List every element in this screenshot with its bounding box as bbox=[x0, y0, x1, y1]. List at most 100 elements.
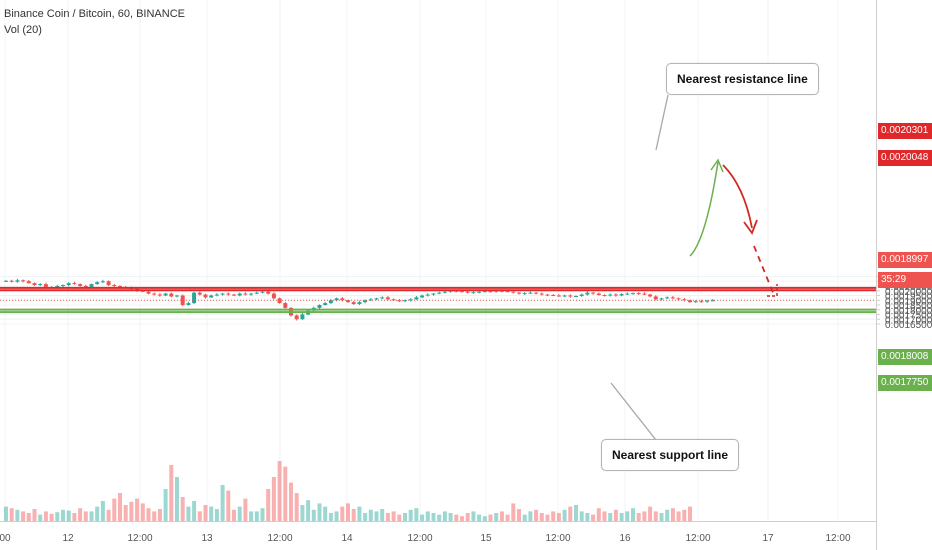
volume-bar bbox=[471, 511, 476, 521]
volume-indicator-label: Vol (20) bbox=[4, 24, 42, 36]
candle-body bbox=[43, 284, 48, 287]
resistance-callout-text: Nearest resistance line bbox=[677, 72, 808, 86]
candle-body bbox=[636, 293, 641, 295]
candle-body bbox=[163, 293, 168, 296]
candle-body bbox=[157, 294, 162, 296]
candle-body bbox=[266, 291, 271, 294]
candle-body bbox=[260, 291, 265, 293]
dashed-arrowhead bbox=[767, 284, 778, 297]
support-callout[interactable]: Nearest support line bbox=[601, 439, 740, 471]
candle-body bbox=[340, 298, 345, 301]
volume-bar bbox=[556, 513, 561, 521]
volume-bar bbox=[534, 509, 539, 521]
bearish-dashed-projection bbox=[753, 245, 775, 296]
price-axis-tick-label: 0.0017500 bbox=[885, 311, 932, 322]
volume-bar bbox=[89, 511, 94, 521]
symbol-title: Binance Coin / Bitcoin, 60, BINANCE bbox=[4, 8, 185, 20]
volume-bar bbox=[163, 489, 168, 521]
candle-body bbox=[471, 292, 476, 294]
candle-body bbox=[220, 293, 225, 295]
volume-bar bbox=[197, 511, 202, 521]
support-callout-text: Nearest support line bbox=[612, 448, 729, 462]
volume-bars bbox=[4, 461, 692, 521]
volume-bar bbox=[442, 511, 447, 521]
candle-body bbox=[237, 293, 242, 296]
time-axis-tick-label: 12 bbox=[62, 533, 74, 544]
volume-bar bbox=[306, 500, 311, 521]
volume-bar bbox=[505, 514, 510, 521]
volume-bar bbox=[317, 503, 322, 521]
volume-bar bbox=[477, 514, 482, 521]
volume-bar bbox=[636, 513, 641, 521]
volume-bar bbox=[277, 461, 282, 521]
volume-bar bbox=[9, 508, 14, 521]
candle-body bbox=[32, 283, 37, 286]
candle-body bbox=[528, 292, 533, 294]
volume-bar bbox=[659, 513, 664, 521]
bearish-projection-arc bbox=[722, 164, 753, 229]
candle-body bbox=[482, 291, 487, 293]
candle-body bbox=[89, 284, 94, 287]
candle-body bbox=[226, 293, 231, 295]
time-axis-tick-label: 12:00 bbox=[545, 533, 570, 544]
volume-bar bbox=[596, 508, 601, 521]
volume-bar bbox=[682, 509, 687, 521]
price-axis-tick-label: 0.0017000 bbox=[885, 315, 932, 326]
candle-body bbox=[203, 294, 208, 298]
candle-body bbox=[710, 300, 715, 302]
candle-body bbox=[4, 280, 8, 282]
candle-body bbox=[511, 291, 516, 293]
volume-bar bbox=[351, 509, 356, 521]
price-axis-tick-label: 0.0020000 bbox=[885, 287, 932, 298]
volume-bar bbox=[665, 509, 670, 521]
candle-body bbox=[118, 286, 122, 287]
candle-body bbox=[442, 291, 447, 293]
time-axis-tick-label: 12:00 bbox=[267, 533, 292, 544]
time-axis-tick-label: 12:00 bbox=[685, 533, 710, 544]
volume-bar bbox=[425, 511, 430, 521]
volume-bar bbox=[437, 514, 442, 521]
volume-bar bbox=[61, 509, 65, 521]
volume-bar bbox=[55, 512, 60, 521]
volume-bar bbox=[175, 477, 179, 521]
volume-bar bbox=[608, 513, 613, 521]
volume-bar bbox=[135, 498, 140, 521]
time-axis-tick-label: 12:00 bbox=[127, 533, 152, 544]
candle-body bbox=[78, 284, 83, 286]
candle-body bbox=[83, 286, 88, 287]
volume-bar bbox=[511, 503, 516, 521]
volume-bar bbox=[83, 511, 88, 521]
volume-bar bbox=[157, 509, 162, 521]
resistance-callout[interactable]: Nearest resistance line bbox=[666, 63, 819, 95]
candle-body bbox=[271, 293, 276, 299]
volume-bar bbox=[152, 511, 157, 521]
candle-body bbox=[579, 294, 584, 296]
candle-body bbox=[169, 293, 174, 297]
candle-body bbox=[414, 297, 419, 300]
candle-body bbox=[26, 281, 31, 284]
price-axis-tick-label: 0.0016500 bbox=[885, 320, 932, 331]
volume-bar bbox=[106, 509, 111, 521]
volume-bar bbox=[311, 509, 316, 521]
candle-body bbox=[517, 292, 521, 294]
volume-bar bbox=[43, 511, 48, 521]
volume-bar bbox=[220, 485, 225, 521]
volume-bar bbox=[203, 505, 208, 521]
candle-body bbox=[613, 294, 618, 296]
bar-countdown-label: 35:29 bbox=[878, 272, 932, 288]
support-lower-price-label: 0.0017750 bbox=[878, 375, 932, 391]
volume-bar bbox=[323, 506, 328, 521]
volume-bar bbox=[431, 513, 436, 521]
candle-body bbox=[642, 293, 647, 295]
resistance-lower-price-label: 0.0020048 bbox=[878, 150, 932, 166]
candle-body bbox=[351, 302, 356, 305]
volume-bar bbox=[528, 511, 533, 521]
candle-body bbox=[408, 299, 413, 301]
candle-body bbox=[15, 280, 20, 282]
candle-body bbox=[670, 297, 675, 299]
candle-body bbox=[95, 282, 100, 285]
volume-bar bbox=[619, 513, 624, 521]
volume-bar bbox=[357, 506, 362, 521]
volume-bar bbox=[494, 513, 499, 521]
